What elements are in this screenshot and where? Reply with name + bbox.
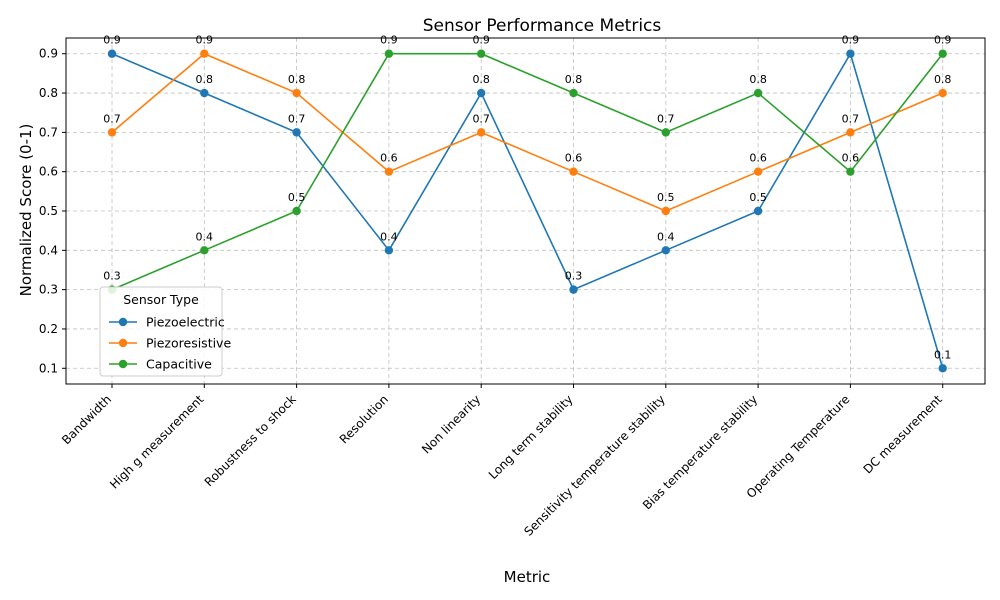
- data-label: 0.7: [103, 112, 121, 125]
- series-line: [111, 52, 944, 212]
- data-label: 0.4: [196, 230, 214, 243]
- data-point: [384, 49, 394, 58]
- data-point: [384, 246, 394, 255]
- legend-swatch-marker: [118, 338, 128, 348]
- data-point: [846, 128, 855, 137]
- y-tick-label: 0.9: [39, 47, 58, 61]
- data-label: 0.7: [288, 112, 306, 125]
- data-label: 0.8: [749, 73, 767, 86]
- data-point: [938, 364, 947, 373]
- data-label: 0.8: [565, 73, 583, 86]
- data-label: 0.5: [288, 191, 306, 204]
- data-point: [477, 49, 486, 58]
- data-point: [200, 88, 209, 98]
- y-tick-label: 0.3: [39, 283, 58, 297]
- data-point: [477, 88, 486, 98]
- legend-item: Piezoelectric: [109, 315, 225, 330]
- legend-item: Piezoresistive: [109, 336, 231, 351]
- legend-label: Capacitive: [146, 357, 212, 372]
- data-label: 0.9: [196, 34, 214, 47]
- data-point: [107, 128, 117, 137]
- data-label: 0.6: [842, 152, 860, 165]
- legend-item: Capacitive: [109, 357, 212, 372]
- legend-title: Sensor Type: [123, 292, 199, 307]
- data-label: 0.7: [472, 112, 490, 125]
- data-label: 0.9: [380, 34, 398, 47]
- x-tick-label: Resolution: [337, 392, 391, 446]
- series-layer: [107, 49, 947, 373]
- legend-box: [99, 286, 223, 377]
- data-point: [846, 49, 855, 58]
- data-label: 0.9: [934, 34, 952, 47]
- data-label: 0.8: [288, 73, 306, 86]
- data-label: 0.9: [842, 34, 860, 47]
- data-point: [846, 167, 855, 176]
- y-tick-label: 0.8: [39, 86, 58, 100]
- data-point: [753, 206, 763, 216]
- legend-swatch-marker: [118, 317, 128, 327]
- series-line: [111, 52, 944, 291]
- x-tick-label: DC measurement: [861, 392, 945, 476]
- y-tick-label: 0.6: [39, 165, 58, 179]
- data-point: [753, 88, 763, 98]
- y-tick-label: 0.5: [39, 204, 58, 218]
- data-point: [569, 88, 578, 98]
- data-point: [200, 49, 209, 58]
- data-point: [292, 128, 301, 137]
- legend-label: Piezoelectric: [146, 315, 225, 330]
- series-piezoelectric: [107, 49, 947, 373]
- data-point: [200, 246, 209, 255]
- data-point: [569, 285, 578, 294]
- data-point: [753, 167, 763, 176]
- x-axis-title: Metric: [504, 568, 551, 586]
- data-label: 0.9: [103, 34, 121, 47]
- x-tick-label: Bandwidth: [59, 392, 114, 447]
- legend-label: Piezoresistive: [146, 336, 231, 351]
- y-tick-label: 0.4: [39, 243, 58, 257]
- data-point: [292, 206, 301, 216]
- data-label: 0.6: [380, 152, 398, 165]
- data-point: [477, 128, 486, 137]
- y-tick-label: 0.1: [39, 361, 58, 375]
- y-tick-label: 0.7: [39, 125, 58, 139]
- data-label: 0.6: [565, 152, 583, 165]
- data-point: [661, 206, 670, 216]
- data-label: 0.7: [842, 112, 860, 125]
- x-tick-label: Operating Temperature: [744, 392, 853, 501]
- data-point: [569, 167, 578, 176]
- data-point: [292, 88, 301, 98]
- data-point: [661, 246, 670, 255]
- chart-title: Sensor Performance Metrics: [423, 16, 662, 36]
- x-tick-label: Non linearity: [419, 392, 483, 456]
- data-point: [938, 49, 947, 58]
- data-label: 0.8: [196, 73, 214, 86]
- data-point: [384, 167, 394, 176]
- x-tick-label: Long term stability: [486, 392, 576, 482]
- data-label: 0.5: [657, 191, 675, 204]
- data-label: 0.4: [380, 230, 398, 243]
- data-point: [938, 88, 947, 98]
- y-tick-label: 0.2: [39, 322, 58, 336]
- data-point: [107, 49, 117, 58]
- data-label: 0.4: [657, 230, 675, 243]
- data-label: 0.5: [749, 191, 767, 204]
- data-labels: 0.9 0.8 0.7 0.4 0.8 0.3 0.4 0.5 0.9 0.1 0.7 0.9 0.8 0…: [103, 34, 951, 362]
- legend-swatch-marker: [118, 359, 128, 369]
- data-label: 0.9: [472, 34, 490, 47]
- data-label: 0.8: [934, 73, 952, 86]
- data-label: 0.8: [472, 73, 490, 86]
- series-capacitive: [107, 49, 947, 294]
- x-tick-label: Robustness to shock: [202, 392, 299, 489]
- legend: Sensor Type Piezoelectric Piezoresistive Ca…: [99, 286, 231, 377]
- data-label: 0.7: [657, 112, 675, 125]
- data-label: 0.3: [565, 270, 583, 283]
- data-label: 0.3: [103, 270, 121, 283]
- data-point: [661, 128, 670, 137]
- y-axis-title: Normalized Score (0-1): [17, 124, 35, 297]
- series-piezoresistive: [107, 49, 947, 216]
- data-label: 0.6: [749, 152, 767, 165]
- x-tick-label: High g measurement: [107, 392, 207, 492]
- data-label: 0.1: [934, 348, 952, 361]
